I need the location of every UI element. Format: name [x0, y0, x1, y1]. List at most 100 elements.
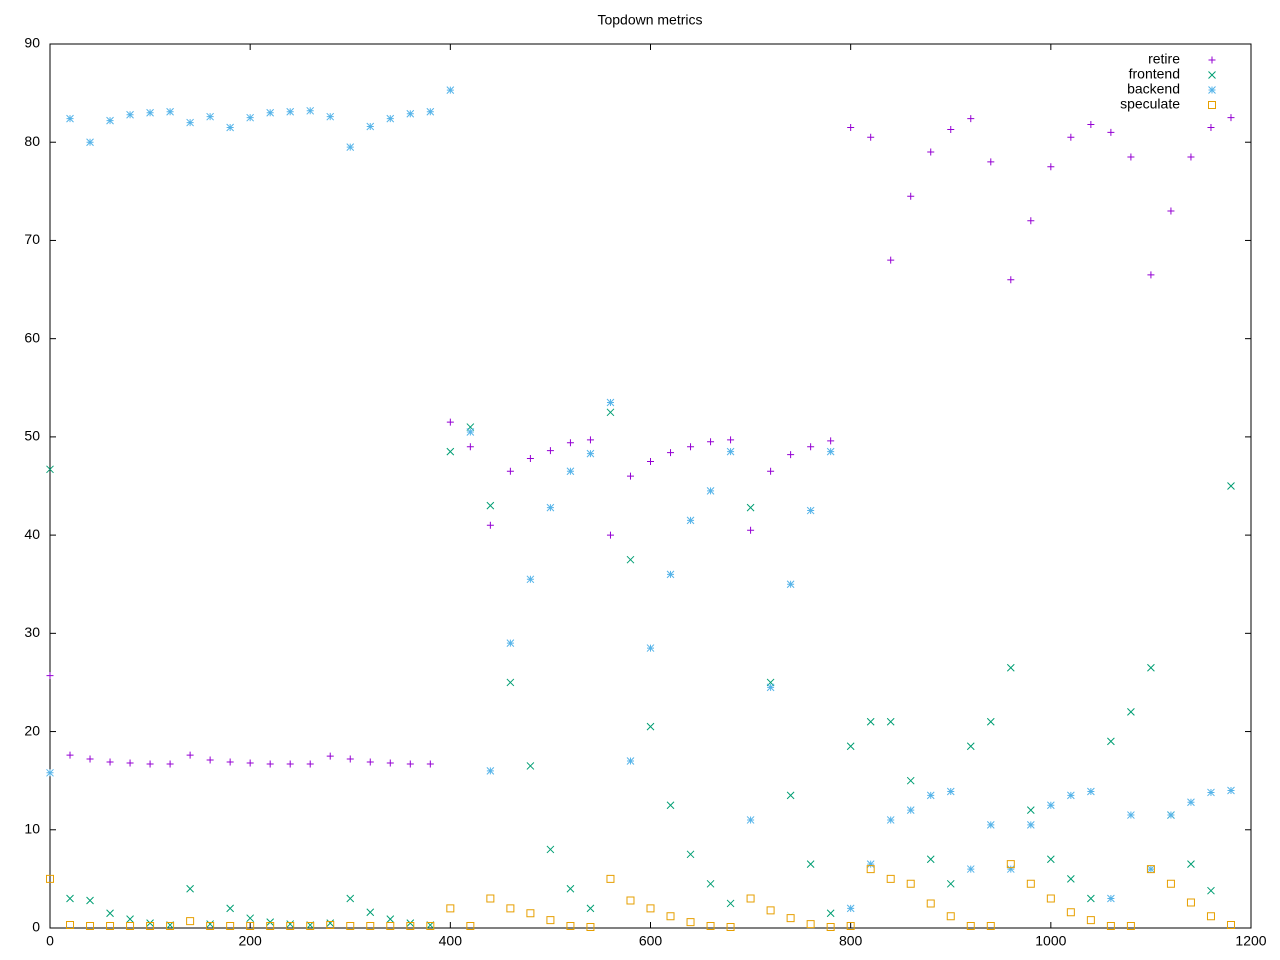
- point: [166, 922, 175, 931]
- point: [626, 555, 635, 564]
- point: [706, 922, 715, 931]
- point: [106, 116, 114, 125]
- point: [566, 922, 575, 931]
- y-tick-label: 40: [24, 526, 40, 542]
- point: [226, 922, 235, 931]
- point: [106, 758, 114, 766]
- point: [646, 644, 655, 652]
- point: [846, 904, 855, 913]
- point: [1027, 217, 1035, 225]
- point: [806, 860, 815, 869]
- point: [807, 443, 815, 451]
- point: [186, 884, 194, 893]
- point: [86, 896, 94, 905]
- point: [566, 467, 575, 476]
- point: [146, 760, 154, 768]
- point: [746, 816, 755, 824]
- y-tick-label: 10: [24, 820, 40, 836]
- y-tick-label: 50: [24, 428, 40, 444]
- point: [1147, 271, 1155, 279]
- point: [706, 879, 715, 888]
- x-tick-label: 400: [439, 933, 463, 949]
- point: [386, 114, 395, 123]
- y-tick-label: 80: [24, 133, 40, 149]
- point: [966, 865, 975, 873]
- point: [1127, 811, 1135, 819]
- point: [186, 917, 195, 926]
- point: [306, 760, 314, 768]
- point: [1006, 860, 1015, 869]
- point: [366, 758, 374, 766]
- point: [406, 760, 414, 768]
- point: [546, 916, 555, 925]
- point: [986, 717, 995, 726]
- point: [1107, 894, 1115, 903]
- point: [1107, 128, 1115, 136]
- point: [366, 908, 375, 917]
- point: [406, 109, 415, 118]
- point: [1007, 276, 1015, 284]
- point: [346, 755, 354, 763]
- point: [946, 879, 955, 888]
- point: [667, 449, 675, 457]
- point: [266, 922, 275, 931]
- point: [926, 855, 935, 864]
- point: [787, 451, 795, 459]
- point: [887, 256, 895, 264]
- y-tick-label: 60: [24, 329, 40, 345]
- point: [626, 472, 634, 480]
- point: [526, 454, 534, 462]
- point: [967, 115, 975, 123]
- x-tick-label: 1200: [1235, 933, 1266, 949]
- point: [1006, 865, 1015, 873]
- point: [1066, 875, 1075, 883]
- point: [1167, 811, 1175, 819]
- point: [166, 107, 174, 116]
- point: [246, 922, 255, 931]
- point: [1026, 821, 1035, 829]
- point: [566, 439, 574, 447]
- point: [326, 919, 335, 927]
- point: [727, 436, 735, 444]
- point: [786, 914, 795, 923]
- point: [546, 503, 555, 512]
- point: [986, 821, 995, 829]
- point: [426, 760, 434, 768]
- point: [446, 86, 455, 95]
- point: [206, 112, 214, 121]
- point: [386, 759, 394, 767]
- point: [726, 447, 735, 456]
- point: [446, 447, 455, 456]
- point: [1067, 133, 1075, 141]
- point: [886, 717, 895, 726]
- point: [226, 904, 235, 913]
- point: [966, 742, 975, 751]
- point: [506, 467, 514, 475]
- point: [846, 742, 855, 751]
- point: [206, 922, 215, 931]
- point: [406, 919, 415, 927]
- point: [986, 922, 995, 931]
- point: [706, 487, 715, 495]
- legend-marker: [1208, 71, 1216, 79]
- legend-marker: [1208, 56, 1216, 64]
- point: [466, 922, 475, 931]
- point: [86, 922, 95, 931]
- point: [226, 758, 234, 766]
- point: [646, 722, 655, 731]
- point: [286, 920, 295, 928]
- point: [866, 860, 875, 869]
- point: [846, 922, 855, 931]
- point: [266, 760, 274, 768]
- point: [86, 755, 94, 763]
- x-tick-label: 200: [238, 933, 262, 949]
- point: [946, 787, 955, 796]
- point: [346, 143, 355, 151]
- point: [1086, 916, 1095, 925]
- x-tick-label: 1000: [1035, 933, 1066, 949]
- point: [666, 570, 675, 579]
- point: [126, 110, 134, 119]
- point: [386, 915, 395, 924]
- point: [586, 923, 595, 932]
- point: [946, 912, 955, 921]
